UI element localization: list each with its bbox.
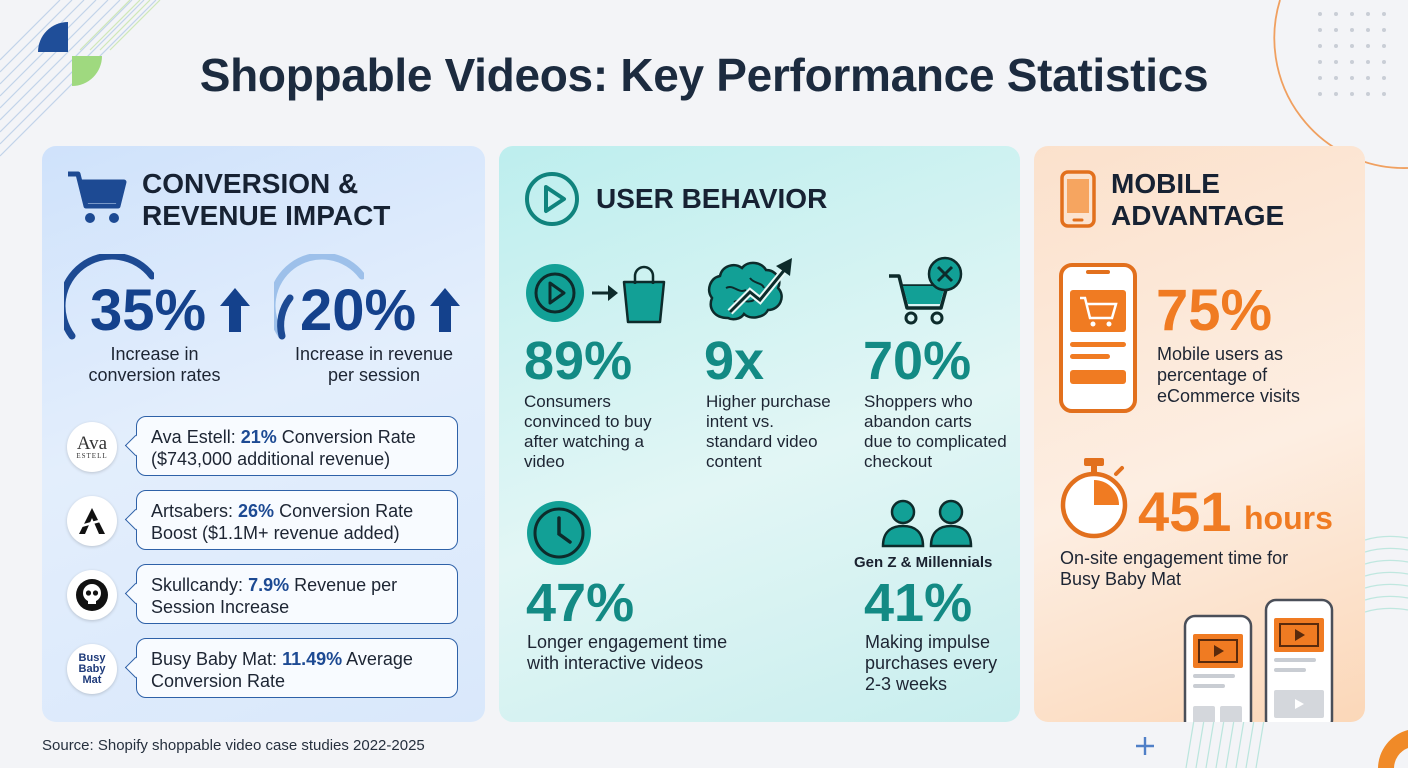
stat-47-line: with interactive videos [527,653,704,673]
case-metric-label: Average [342,649,413,669]
plus-decoration-icon [1136,737,1154,755]
arrow-up-icon [430,288,460,332]
conversion-revenue-panel: CONVERSION & REVENUE IMPACT 35% Increase… [42,146,485,722]
case-name: Ava Estell: [151,427,241,447]
busy-baby-logo-line3: Mat [82,673,102,686]
stat-70-line: checkout [864,452,933,471]
case-metric: 21% [240,427,277,447]
user-behavior-panel: USER BEHAVIOR 89% Consumers convinced to… [499,146,1020,722]
stat-20-caption-line2: per session [327,365,421,385]
clock-icon [527,501,591,565]
stat-75-value: 75% [1156,278,1273,343]
ava-estell-logo-text: Ava [76,433,108,454]
stat-70-line: abandon carts [864,412,972,431]
case-metric: 11.49% [282,649,343,669]
stat-20-value: 20% [300,278,417,343]
case-card-ava-estell: Ava Estell: 21% Conversion Rate ($743,00… [124,416,458,476]
busy-baby-mat-logo: Busy Baby Mat [67,644,117,694]
case-detail: Conversion Rate [151,671,286,691]
stat-9x-line: standard video [706,432,818,451]
source-note: Source: Shopify shoppable video case stu… [42,737,425,754]
stat-89-line: after watching a [524,432,645,451]
arrow-up-icon [220,288,250,332]
stat-70-line: Shoppers who [864,392,973,411]
stat-35-caption-line2: conversion rates [88,365,221,385]
user-behavior-heading: USER BEHAVIOR [596,183,828,214]
progress-arc-icon [274,254,364,340]
case-name: Artsabers: [151,501,239,521]
cart-abandon-icon [889,256,963,325]
stat-47-value: 47% [526,573,635,633]
artsabers-logo [67,496,117,546]
case-metric: 7.9% [248,575,290,595]
stat-75-line: Mobile users as [1157,344,1284,364]
stat-9x-value: 9x [704,331,765,391]
case-metric-label: Revenue per [289,575,398,595]
mobile-heading-line2: ADVANTAGE [1111,200,1285,231]
stat-70-line: due to complicated [864,432,1007,451]
decorative-lines-right [1365,535,1408,613]
shopping-cart-icon [68,171,127,223]
ava-estell-logo: Ava ESTELL [67,422,117,472]
stat-89-line: video [524,452,565,471]
play-circle-icon [525,172,579,226]
case-metric-label: Conversion Rate [274,501,414,521]
busy-baby-logo-line2: Baby [78,662,106,675]
stat-41-line: purchases every [865,653,998,673]
stat-89-line: convinced to buy [524,412,652,431]
stat-35-caption-line1: Increase in [110,344,199,364]
smartphone-icon [1060,170,1096,228]
case-name: Busy Baby Mat: [151,649,283,669]
stat-35-value: 35% [90,278,207,343]
case-detail: Session Increase [151,597,290,617]
conversion-heading-line1: CONVERSION & [142,168,359,199]
stat-9x-line: content [706,452,762,471]
stat-451-unit: hours [1244,500,1333,536]
stat-451-value: 451 [1138,480,1232,543]
stat-41-line: Making impulse [865,632,991,652]
ava-estell-logo-subtext: ESTELL [76,452,108,460]
stat-70-value: 70% [863,331,972,391]
case-metric-label: Conversion Rate [276,427,416,447]
progress-arc-icon [64,254,154,340]
mobile-shopping-icon [1059,263,1137,413]
stat-47-line: Longer engagement time [527,632,728,652]
stat-451-line: On-site engagement time for [1060,548,1289,568]
brain-growth-icon [708,258,792,321]
stat-9x-line: intent vs. [706,412,775,431]
case-detail: Boost ($1.1M+ revenue added) [151,523,400,543]
mobile-advantage-panel: MOBILE ADVANTAGE 75% Mobile users as per… [1034,146,1365,722]
case-card-skullcandy: Skullcandy: 7.9% Revenue per Session Inc… [124,564,458,624]
stat-75-line: percentage of [1157,365,1268,385]
conversion-heading-line2: REVENUE IMPACT [142,200,391,231]
busy-baby-logo-line1: Busy [78,651,106,664]
stat-41-value: 41% [864,573,973,633]
stat-20-caption-line1: Increase in revenue [294,344,454,364]
stat-75-line: eCommerce visits [1157,386,1301,406]
artsabers-a-icon [79,508,105,534]
case-name: Skullcandy: [151,575,249,595]
mobile-heading-line1: MOBILE [1111,168,1220,199]
skullcandy-logo [67,570,117,620]
stat-89-line: Consumers [524,392,611,411]
case-card-artsabers: Artsabers: 26% Conversion Rate Boost ($1… [124,490,458,550]
case-metric: 26% [238,501,275,521]
video-phones-illustration [1183,598,1334,722]
page-title: Shoppable Videos: Key Performance Statis… [199,49,1209,101]
skull-icon [76,579,108,611]
stat-89-value: 89% [524,331,633,391]
stopwatch-icon [1060,458,1128,539]
gen-z-millennials-label: Gen Z & Millennials [854,554,993,571]
stat-451-line: Busy Baby Mat [1060,569,1182,589]
case-detail: ($743,000 additional revenue) [151,449,391,469]
people-icon [881,499,973,548]
video-to-bag-icon [526,264,666,324]
stat-9x-line: Higher purchase [706,392,831,411]
stat-41-line: 2-3 weeks [865,674,948,694]
case-card-busy-baby-mat: Busy Baby Mat: 11.49% Average Conversion… [124,638,458,698]
